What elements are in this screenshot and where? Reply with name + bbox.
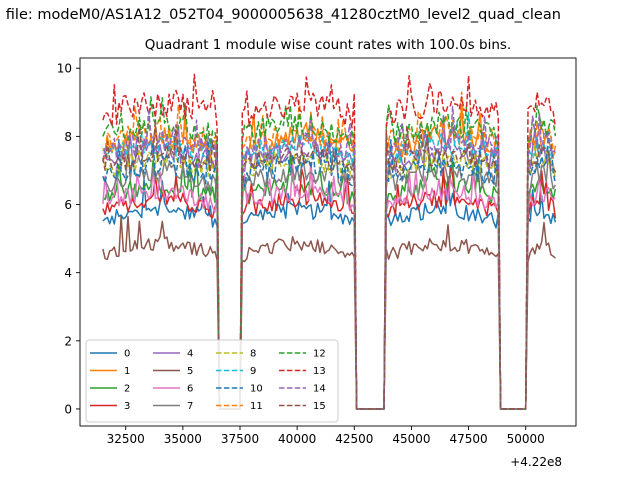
y-tick-label: 2 — [64, 334, 72, 348]
legend-label: 4 — [187, 349, 193, 360]
x-tick-label: 45000 — [392, 432, 430, 446]
series-line-15 — [102, 118, 557, 410]
x-tick-label: 32500 — [107, 432, 145, 446]
series-line-11 — [102, 91, 557, 410]
y-tick-label: 10 — [57, 62, 72, 76]
series-line-14 — [102, 105, 556, 410]
series-line-13 — [102, 73, 557, 410]
x-tick-label: 40000 — [278, 432, 316, 446]
legend-box — [85, 339, 339, 423]
legend-label: 6 — [187, 384, 193, 395]
y-tick-label: 0 — [64, 402, 72, 416]
legend-label: 5 — [187, 366, 193, 377]
series-line-5 — [102, 215, 556, 410]
series-line-6 — [102, 163, 556, 410]
legend-label: 9 — [250, 366, 256, 377]
legend-label: 14 — [313, 384, 326, 395]
x-tick-label: 42500 — [335, 432, 373, 446]
y-tick-label: 8 — [64, 130, 72, 144]
figure-suptitle: n file: modeM0/AS1A12_052T04_9000005638_… — [0, 7, 561, 23]
series-line-0 — [102, 176, 557, 410]
legend-label: 2 — [124, 384, 130, 395]
x-tick-label: 47500 — [449, 432, 487, 446]
legend-label: 1 — [124, 366, 130, 377]
x-tick-label: 37500 — [221, 432, 259, 446]
legend-label: 12 — [313, 349, 326, 360]
x-tick-label: 35000 — [164, 432, 202, 446]
chart-title: Quadrant 1 module wise count rates with … — [145, 37, 511, 53]
series-line-9 — [102, 111, 556, 410]
legend-label: 13 — [313, 366, 326, 377]
series-line-12 — [102, 96, 557, 410]
legend-label: 0 — [124, 349, 130, 360]
axes-frame — [79, 57, 577, 427]
legend-label: 15 — [313, 401, 326, 412]
y-tick-label: 6 — [64, 198, 72, 212]
legend-label: 10 — [250, 384, 263, 395]
legend-label: 7 — [187, 401, 193, 412]
y-tick-label: 4 — [64, 266, 72, 280]
plot-area — [102, 73, 557, 410]
legend-label: 11 — [250, 401, 263, 412]
axes: 32500 35000 37500 40000 42500 45000 47500 50000… — [57, 57, 577, 446]
x-tick-label: 50000 — [507, 432, 545, 446]
x-offset-text: +4.22e8 — [510, 455, 562, 469]
legend-label: 3 — [124, 401, 130, 412]
legend-label: 8 — [250, 349, 256, 360]
